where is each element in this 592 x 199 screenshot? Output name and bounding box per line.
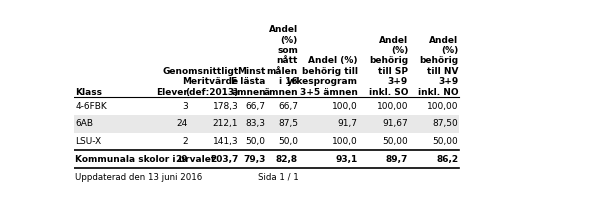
Text: 50,00: 50,00 [382, 137, 408, 146]
Text: 86,2: 86,2 [436, 155, 458, 164]
Text: 6AB: 6AB [75, 119, 94, 128]
Text: 50,0: 50,0 [246, 137, 266, 146]
Text: 100,0: 100,0 [332, 102, 358, 111]
Text: 203,7: 203,7 [210, 155, 238, 164]
Text: Genomsnittligt
Meritvärde
(def:2013): Genomsnittligt Meritvärde (def:2013) [162, 67, 238, 97]
Text: Minst
E lästa
ämnen: Minst E lästa ämnen [231, 67, 266, 97]
Text: Uppdaterad den 13 juni 2016: Uppdaterad den 13 juni 2016 [75, 173, 202, 181]
Text: 87,50: 87,50 [433, 119, 458, 128]
Text: 50,0: 50,0 [278, 137, 298, 146]
Text: 79,3: 79,3 [243, 155, 266, 164]
Text: Andel (%)
behörig till
yrkesprogram
3+5 ämnen: Andel (%) behörig till yrkesprogram 3+5 … [287, 57, 358, 97]
Bar [74, 115, 459, 133]
Text: 100,00: 100,00 [377, 102, 408, 111]
Text: Sida 1 / 1: Sida 1 / 1 [258, 173, 298, 181]
Text: Kommunala skolor i urvalet: Kommunala skolor i urvalet [75, 155, 215, 164]
Text: 29: 29 [175, 155, 188, 164]
Text: Andel
(%)
behörig
till NV
3+9
inkl. NO: Andel (%) behörig till NV 3+9 inkl. NO [418, 36, 458, 97]
Text: 87,5: 87,5 [278, 119, 298, 128]
Text: 212,1: 212,1 [213, 119, 238, 128]
Text: Andel
(%)
som
nått
målen
i 16
ämnen: Andel (%) som nått målen i 16 ämnen [263, 25, 298, 97]
Text: 91,7: 91,7 [337, 119, 358, 128]
Text: 2: 2 [182, 137, 188, 146]
Text: 100,0: 100,0 [332, 137, 358, 146]
Text: 93,1: 93,1 [335, 155, 358, 164]
Text: 50,00: 50,00 [433, 137, 458, 146]
Text: 100,00: 100,00 [427, 102, 458, 111]
Text: 3: 3 [182, 102, 188, 111]
Text: 24: 24 [176, 119, 188, 128]
Text: 141,3: 141,3 [213, 137, 238, 146]
Text: Andel
(%)
behörig
till SP
3+9
inkl. SO: Andel (%) behörig till SP 3+9 inkl. SO [368, 36, 408, 97]
Text: 89,7: 89,7 [385, 155, 408, 164]
Text: 66,7: 66,7 [246, 102, 266, 111]
Text: 66,7: 66,7 [278, 102, 298, 111]
Text: 4-6FBK: 4-6FBK [75, 102, 107, 111]
Text: 83,3: 83,3 [246, 119, 266, 128]
Text: 91,67: 91,67 [382, 119, 408, 128]
Text: LSU-X: LSU-X [75, 137, 101, 146]
Text: 82,8: 82,8 [276, 155, 298, 164]
Text: Klass: Klass [75, 88, 102, 97]
Text: 178,3: 178,3 [213, 102, 238, 111]
Text: Elever: Elever [156, 88, 188, 97]
